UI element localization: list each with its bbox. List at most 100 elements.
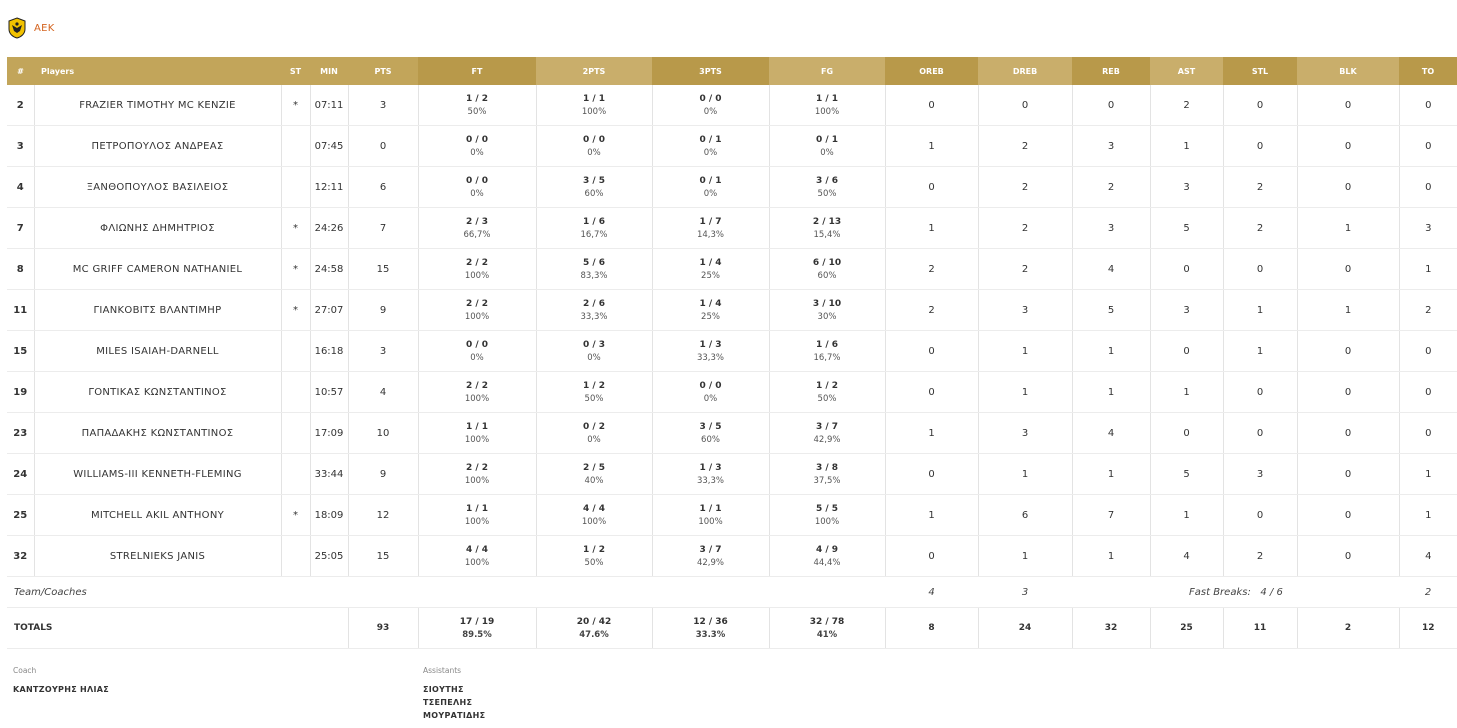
totals-reb: 32 (1072, 607, 1151, 649)
player-reb: 1 (1072, 330, 1151, 372)
player-fg-made: 3 / 7 (815, 421, 839, 432)
player-3pts: 1 / 1 100% (652, 494, 770, 536)
player-ft-pct: 100% (464, 311, 490, 322)
col-pts: PTS (348, 57, 418, 85)
player-oreb: 1 (885, 494, 979, 536)
player-2pts: 0 / 3 0% (536, 330, 653, 372)
player-ast: 0 (1150, 248, 1224, 290)
player-fg-made: 3 / 10 (812, 298, 842, 309)
player-3pts-made: 1 / 7 (699, 216, 722, 227)
player-ft-pct: 66,7% (463, 229, 491, 240)
player-name[interactable]: MC GRIFF CAMERON NATHANIEL (34, 248, 282, 290)
boxscore-table: # Players ST MIN PTS FT 2PTS 3PTS FG ORE… (7, 57, 1457, 649)
team-coaches-label: Team/Coaches (7, 576, 885, 608)
coach-name: ΚΑΝΤΖΟΥΡΗΣ ΗΛΙΑΣ (13, 685, 110, 694)
player-ft: 2 / 2 100% (418, 289, 537, 331)
player-dreb: 3 (978, 289, 1073, 331)
player-fg-pct: 37,5% (813, 475, 841, 486)
player-dreb: 3 (978, 412, 1073, 454)
player-fg-pct: 15,4% (813, 229, 841, 240)
player-to: 0 (1399, 125, 1457, 167)
player-pts: 10 (348, 412, 419, 454)
col-min: MIN (310, 57, 348, 85)
player-2pts-pct: 100% (581, 106, 607, 117)
player-dreb: 2 (978, 166, 1073, 208)
player-min: 24:26 (310, 207, 349, 249)
col-blk: BLK (1297, 57, 1399, 85)
player-2pts-made: 0 / 3 (582, 339, 606, 350)
starter-mark (281, 371, 311, 413)
player-name[interactable]: MITCHELL AKIL ANTHONY (34, 494, 282, 536)
player-reb: 7 (1072, 494, 1151, 536)
player-3pts-made: 1 / 4 (699, 298, 722, 309)
player-name[interactable]: ΓΟΝΤΙΚΑΣ ΚΩΝΣΤΑΝΤΙΝΟΣ (34, 371, 282, 413)
player-number: 3 (7, 125, 35, 167)
player-name[interactable]: ΠΑΠΑΔΑΚΗΣ ΚΩΝΣΤΑΝΤΙΝΟΣ (34, 412, 282, 454)
player-name[interactable]: ΠΕΤΡΟΠΟΥΛΟΣ ΑΝΔΡΕΑΣ (34, 125, 282, 167)
player-2pts: 3 / 5 60% (536, 166, 653, 208)
player-row: 15 MILES ISAIAH-DARNELL 16:18 3 0 / 0 0% 0 / 3… (7, 330, 1457, 372)
player-min: 16:18 (310, 330, 349, 372)
aek-eagle-logo-icon (8, 17, 26, 39)
fast-breaks: Fast Breaks: 4 / 6 (1189, 576, 1399, 608)
player-ft-pct: 100% (464, 434, 490, 445)
player-name[interactable]: STRELNIEKS JANIS (34, 535, 282, 577)
player-row: 4 ΞΑΝΘΟΠΟΥΛΟΣ ΒΑΣΙΛΕΙΟΣ 12:11 6 0 / 0 0% 3 / 5… (7, 166, 1457, 208)
player-fg-made: 1 / 6 (815, 339, 839, 350)
player-stl: 3 (1223, 453, 1298, 495)
player-pts: 4 (348, 371, 419, 413)
player-3pts-made: 1 / 4 (699, 257, 722, 268)
player-min: 25:05 (310, 535, 349, 577)
player-blk: 1 (1297, 289, 1400, 331)
player-dreb: 1 (978, 330, 1073, 372)
player-name[interactable]: MILES ISAIAH-DARNELL (34, 330, 282, 372)
player-name[interactable]: ΦΛΙΩΝΗΣ ΔΗΜΗΤΡΙΟΣ (34, 207, 282, 249)
player-2pts-pct: 100% (581, 516, 607, 527)
player-3pts-pct: 42,9% (696, 557, 724, 568)
player-to: 0 (1399, 330, 1457, 372)
team-name[interactable]: AEK (34, 22, 55, 34)
player-3pts: 3 / 5 60% (652, 412, 770, 454)
player-ft-pct: 50% (467, 106, 487, 117)
player-stl: 0 (1223, 412, 1298, 454)
player-fg-pct: 44,4% (813, 557, 841, 568)
player-name[interactable]: ΓΙΑΝΚΟΒΙΤΣ ΒΛΑΝΤΙΜΗΡ (34, 289, 282, 331)
player-name[interactable]: FRAZIER TIMOTHY MC KENZIE (34, 85, 282, 126)
player-name[interactable]: ΞΑΝΘΟΠΟΥΛΟΣ ΒΑΣΙΛΕΙΟΣ (34, 166, 282, 208)
player-3pts-pct: 25% (701, 311, 720, 322)
player-name[interactable]: WILLIAMS-III KENNETH-FLEMING (34, 453, 282, 495)
assistants-label: Assistants (423, 666, 462, 675)
player-stl: 0 (1223, 371, 1298, 413)
player-3pts-pct: 60% (701, 434, 720, 445)
player-pts: 9 (348, 453, 419, 495)
player-ft-made: 1 / 2 (465, 93, 489, 104)
player-ft-made: 0 / 0 (465, 175, 489, 186)
player-2pts-made: 3 / 5 (582, 175, 606, 186)
team-coaches-row: Team/Coaches 4 3 Fast Breaks: 4 / 6 2 (7, 576, 1457, 608)
player-fg-pct: 0% (820, 147, 834, 158)
player-min: 18:09 (310, 494, 349, 536)
player-min: 10:57 (310, 371, 349, 413)
col-st: ST (281, 57, 310, 85)
player-3pts-made: 3 / 7 (699, 544, 722, 555)
player-ast: 0 (1150, 412, 1224, 454)
player-dreb: 1 (978, 453, 1073, 495)
player-fg-made: 0 / 1 (815, 134, 839, 145)
player-fg-made: 1 / 2 (815, 380, 839, 391)
col-to: TO (1399, 57, 1457, 85)
player-3pts-made: 0 / 1 (699, 134, 722, 145)
player-2pts: 5 / 6 83,3% (536, 248, 653, 290)
totals-pts: 93 (348, 607, 419, 649)
player-reb: 3 (1072, 125, 1151, 167)
totals-stl: 11 (1223, 607, 1298, 649)
player-ast: 5 (1150, 207, 1224, 249)
player-3pts-pct: 100% (698, 516, 723, 527)
player-number: 2 (7, 85, 35, 126)
totals-3pts: 12 / 36 33.3% (652, 607, 770, 649)
player-pts: 6 (348, 166, 419, 208)
col-ft: FT (418, 57, 536, 85)
totals-oreb: 8 (885, 607, 979, 649)
player-fg-pct: 100% (814, 516, 840, 527)
starter-mark: * (281, 289, 311, 331)
coach-block: Coach ΚΑΝΤΖΟΥΡΗΣ ΗΛΙΑΣ (13, 666, 109, 696)
